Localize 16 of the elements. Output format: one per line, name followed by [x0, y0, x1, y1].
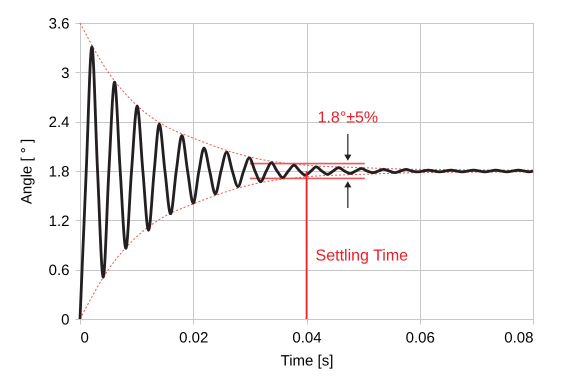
y-tick-label: 0: [61, 312, 70, 328]
y-tick-label: 1.2: [48, 212, 70, 230]
annotation: 1.8°±5%: [318, 110, 378, 127]
y-tick-label: 1.8: [48, 164, 70, 180]
y-tick-label: 0.6: [48, 262, 70, 280]
y-tick-label: 2.4: [48, 114, 70, 132]
y-tick-label: 3.6: [48, 16, 70, 32]
x-tick-label: 0.02: [179, 330, 208, 346]
x-tick-label: 0: [80, 330, 89, 346]
x-tick-label: 0.08: [504, 330, 534, 346]
y-axis-title: Angle [ ° ]: [18, 138, 36, 204]
x-tick-label: 0.06: [406, 330, 435, 346]
x-tick-label: 0.04: [292, 330, 322, 346]
y-tick-label: 3: [61, 64, 70, 82]
x-axis-title: Time [s]: [280, 352, 334, 370]
annotation: Settling Time: [316, 247, 408, 264]
